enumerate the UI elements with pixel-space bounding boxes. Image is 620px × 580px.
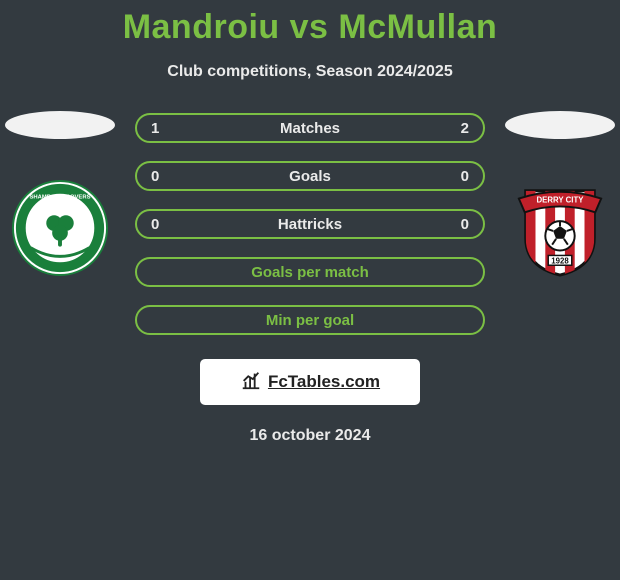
- right-player-column: DERRY CITY 1928: [500, 113, 620, 277]
- attribution-link[interactable]: FcTables.com: [200, 359, 420, 405]
- page-title: Mandroiu vs McMullan: [0, 0, 620, 47]
- chart-icon: [240, 369, 262, 396]
- right-club-crest: DERRY CITY 1928: [511, 179, 609, 277]
- stat-rows: 1 Matches 2 0 Goals 0 0 Hattricks 0 Goals per mat…: [135, 113, 485, 335]
- stat-right-value: 0: [439, 216, 469, 233]
- stat-right-value: 2: [439, 120, 469, 137]
- stat-left-value: 1: [151, 120, 181, 137]
- attribution-text: FcTables.com: [268, 372, 380, 392]
- stat-label: Goals per match: [251, 264, 369, 281]
- stat-row: Min per goal: [135, 305, 485, 335]
- stat-left-value: 0: [151, 216, 181, 233]
- left-player-photo-placeholder: [5, 111, 115, 139]
- generated-date: 16 october 2024: [0, 427, 620, 445]
- comparison-panel: SHAMROCK ROVERS: [0, 113, 620, 445]
- stat-row: 0 Hattricks 0: [135, 209, 485, 239]
- stat-row: Goals per match: [135, 257, 485, 287]
- left-player-column: SHAMROCK ROVERS: [0, 113, 120, 277]
- svg-text:DERRY CITY: DERRY CITY: [537, 196, 585, 205]
- stat-left-value: 0: [151, 168, 181, 185]
- right-player-photo-placeholder: [505, 111, 615, 139]
- svg-text:1928: 1928: [551, 256, 569, 265]
- stat-label: Min per goal: [266, 312, 354, 329]
- stat-row: 1 Matches 2: [135, 113, 485, 143]
- stat-label: Matches: [280, 120, 340, 137]
- page-subtitle: Club competitions, Season 2024/2025: [0, 63, 620, 81]
- stat-row: 0 Goals 0: [135, 161, 485, 191]
- stat-label: Goals: [289, 168, 331, 185]
- svg-text:SHAMROCK ROVERS: SHAMROCK ROVERS: [29, 195, 90, 201]
- stat-right-value: 0: [439, 168, 469, 185]
- stat-label: Hattricks: [278, 216, 342, 233]
- left-club-crest: SHAMROCK ROVERS: [11, 179, 109, 277]
